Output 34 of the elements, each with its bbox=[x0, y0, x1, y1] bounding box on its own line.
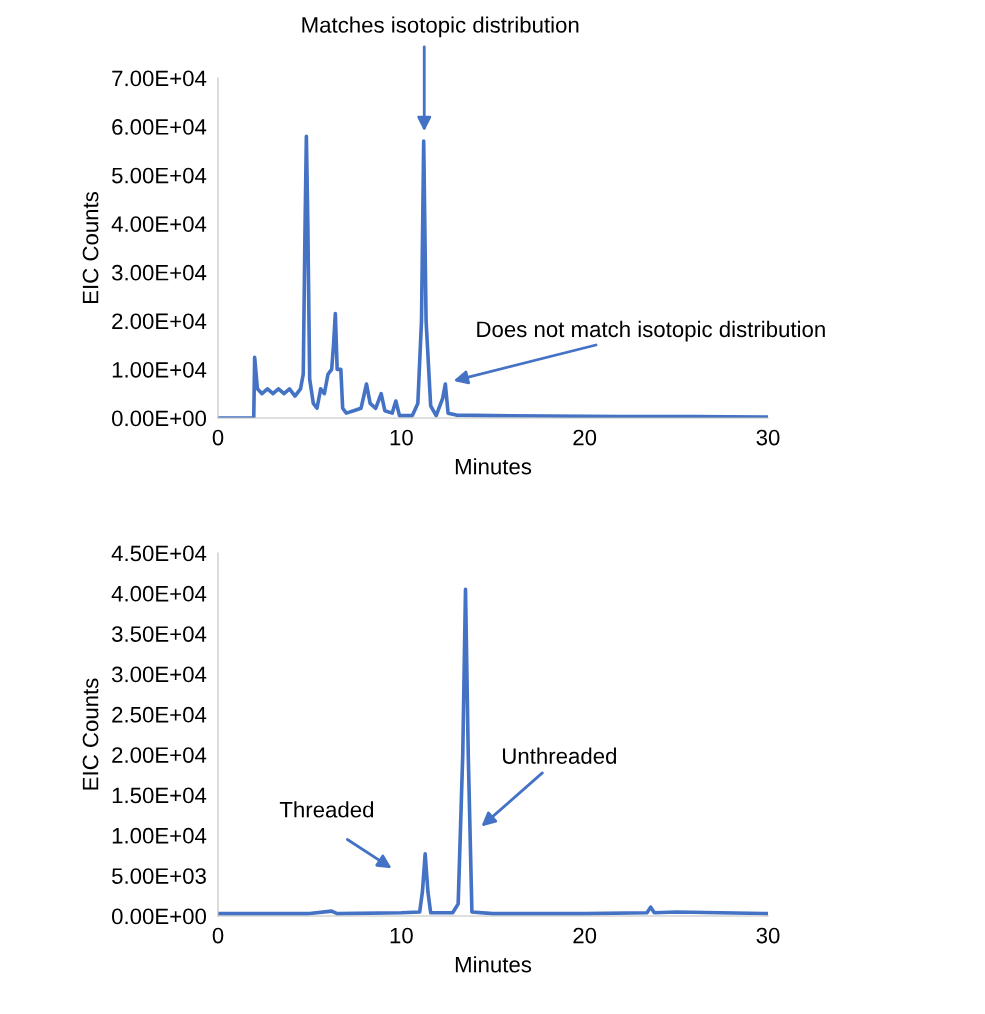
y-tick-label: 3.50E+04 bbox=[111, 626, 207, 642]
y-tick-label: 2.50E+04 bbox=[112, 706, 207, 723]
y-tick-label: 3.00E+04 bbox=[111, 264, 207, 281]
y-tick-label: 1.50E+04 bbox=[112, 787, 207, 804]
y-tick-label: 4.50E+04 bbox=[111, 545, 207, 562]
y-axis-title: EIC Counts bbox=[82, 191, 99, 303]
x-tick-label: 0 bbox=[212, 927, 224, 944]
x-tick-label: 30 bbox=[756, 927, 780, 944]
text: Matches isotopic distribution bbox=[302, 16, 579, 38]
y-tick-label: 0.00E+00 bbox=[111, 410, 207, 427]
y-tick-label: 2.00E+04 bbox=[112, 313, 207, 330]
y-tick-label: 3.00E+04 bbox=[111, 666, 207, 683]
y-tick-label: 5.00E+03 bbox=[112, 868, 206, 884]
x-tick-label: 20 bbox=[573, 927, 597, 944]
y-tick-label: 1.00E+04 bbox=[112, 361, 207, 378]
y-axis-title: EIC Counts bbox=[82, 678, 99, 790]
y-tick-label: 0.00E+00 bbox=[111, 908, 207, 925]
x-tick-label: 20 bbox=[573, 429, 597, 446]
y-tick-label: 6.00E+04 bbox=[112, 119, 207, 135]
x-axis-title: Minutes bbox=[455, 956, 532, 973]
y-tick-label: 1.00E+04 bbox=[112, 827, 207, 844]
x-tick-label: 10 bbox=[390, 927, 413, 944]
y-tick-label: 4.00E+04 bbox=[111, 585, 207, 602]
x-tick-label: 30 bbox=[756, 429, 780, 446]
annotation: Unthreaded bbox=[503, 747, 616, 764]
y-tick-label: 5.00E+04 bbox=[112, 167, 207, 184]
y-tick-label: 2.00E+04 bbox=[112, 747, 207, 763]
y-tick-label: 7.00E+04 bbox=[112, 70, 207, 87]
x-tick-label: 10 bbox=[390, 429, 413, 446]
x-axis-title: Minutes bbox=[455, 458, 532, 475]
y-tick-label: 4.00E+04 bbox=[111, 216, 207, 232]
annotation: Threaded bbox=[279, 801, 374, 818]
x-tick-label: 0 bbox=[212, 429, 224, 446]
annotation: Does not match isotopic distribution bbox=[477, 320, 825, 342]
